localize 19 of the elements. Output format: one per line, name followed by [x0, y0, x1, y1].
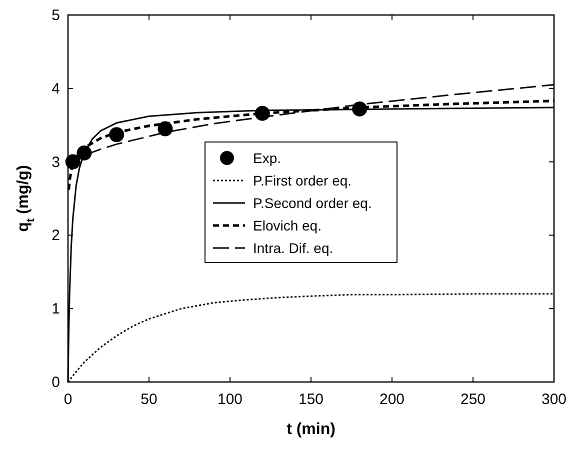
x-tick-label: 200 — [379, 391, 405, 408]
x-tick-label: 0 — [64, 391, 72, 408]
legend-label: Exp. — [253, 150, 282, 166]
x-tick-label: 150 — [298, 391, 324, 408]
x-tick-label: 300 — [541, 391, 567, 408]
legend-label: Intra. Dif. eq. — [253, 240, 334, 256]
legend-label: Elovich eq. — [253, 218, 322, 234]
x-tick-label: 50 — [140, 391, 158, 408]
y-tick-label: 5 — [52, 7, 60, 24]
y-tick-label: 1 — [52, 300, 60, 318]
y-tick-label: 0 — [52, 374, 60, 391]
x-tick-label: 100 — [217, 391, 243, 408]
x-axis-title: t (min) — [286, 421, 336, 438]
legend-label: P.Second order eq. — [253, 195, 372, 211]
x-tick-label: 250 — [460, 391, 486, 408]
legend-label: P.First order eq. — [253, 172, 352, 188]
y-tick-label: 4 — [52, 80, 60, 98]
y-tick-label: 3 — [52, 154, 60, 171]
y-tick-label: 2 — [52, 227, 60, 244]
